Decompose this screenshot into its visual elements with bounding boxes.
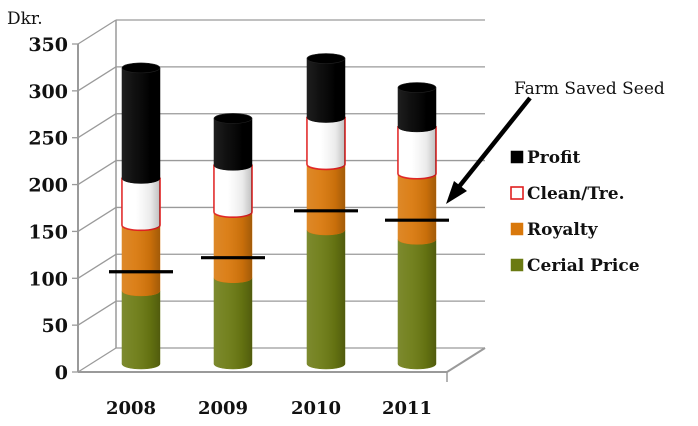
bar-cap: [397, 82, 437, 93]
bar-shade: [398, 87, 436, 132]
bar-segment: [397, 173, 437, 245]
bar-segment: [397, 126, 437, 180]
bar-shade: [122, 225, 160, 296]
bar-shade: [307, 58, 345, 123]
annotation-text: Farm Saved Seed: [514, 79, 665, 99]
gridline-depth: [77, 347, 117, 373]
bar-segment: [121, 62, 161, 184]
bar-segment: [121, 177, 161, 232]
gridline-depth: [77, 19, 117, 45]
legend-swatch: [510, 222, 524, 236]
legend-item: Profit: [510, 148, 580, 168]
legend-label: Profit: [527, 148, 580, 168]
bar-shade: [398, 173, 436, 245]
x-tick-label: 2008: [106, 398, 156, 419]
gridline-depth: [77, 206, 117, 232]
bar-segment: [306, 164, 346, 236]
y-tick-label: 150: [28, 221, 68, 243]
bar-segment: [121, 290, 161, 370]
bar-shade: [398, 126, 436, 179]
y-unit-label: Dkr.: [7, 9, 43, 29]
y-tick-label: 350: [28, 34, 68, 56]
legend-item: Cerial Price: [510, 256, 640, 276]
y-tick-label: 200: [28, 175, 68, 197]
bar-segment: [213, 164, 253, 218]
bar-segment: [213, 211, 253, 284]
bars-layer: [109, 53, 449, 370]
bar-shade: [307, 117, 345, 170]
labels-layer: Dkr. 2008 2009 2010 2011: [7, 9, 432, 419]
bar-shade: [214, 165, 252, 218]
legend-item: Clean/Tre.: [510, 184, 625, 204]
bar-cap: [306, 53, 346, 64]
legend-swatch: [510, 258, 524, 272]
legend-item: Royalty: [510, 220, 599, 240]
bar-segment: [213, 277, 253, 370]
bar-shade: [307, 229, 345, 369]
bar-segment: [213, 113, 253, 171]
floor-right-edge: [446, 347, 486, 373]
legend-swatch: [510, 186, 524, 200]
gridline-depth: [77, 160, 117, 186]
bar-segment: [306, 53, 346, 123]
annotation-arrow-line: [456, 96, 532, 190]
legend: Profit Clean/Tre. Royalty Cerial Price: [510, 148, 640, 276]
y-tick-label: 50: [42, 315, 68, 337]
y-tick-label: 0: [55, 362, 68, 384]
bar-shade: [398, 239, 436, 369]
y-tick-label: 250: [28, 128, 68, 150]
legend-swatch: [510, 150, 524, 164]
bar-cap: [213, 113, 253, 124]
bar-segment: [397, 82, 437, 133]
bar-shade: [214, 277, 252, 369]
y-tick-label: 100: [28, 268, 68, 290]
x-tick-label: 2009: [198, 398, 248, 419]
gridline-depth: [77, 66, 117, 92]
bar-segment: [121, 225, 161, 297]
bar-shade: [122, 67, 160, 184]
legend-label: Royalty: [527, 220, 599, 240]
bar-segment: [306, 116, 346, 171]
bar-shade: [307, 164, 345, 235]
gridline-depth: [77, 300, 117, 326]
bar-segment: [397, 239, 437, 370]
bar-shade: [214, 212, 252, 283]
bar-shade: [122, 178, 160, 231]
gridline-depth: [77, 113, 117, 139]
legend-label: Clean/Tre.: [527, 184, 625, 204]
bar-shade: [122, 290, 160, 369]
bar-segment: [306, 229, 346, 370]
y-tick-label: 300: [28, 81, 68, 103]
gridline-depth: [77, 253, 117, 279]
bar-cap: [121, 62, 161, 74]
x-tick-label: 2010: [291, 398, 341, 419]
x-tick-label: 2011: [382, 398, 432, 419]
legend-label: Cerial Price: [527, 256, 640, 276]
annotation-arrow-head: [446, 181, 467, 204]
annotation: Farm Saved Seed: [446, 79, 665, 204]
grid-layer: 0 50 100 150 200 250 300 350: [28, 19, 486, 384]
bar-shade: [214, 118, 252, 171]
